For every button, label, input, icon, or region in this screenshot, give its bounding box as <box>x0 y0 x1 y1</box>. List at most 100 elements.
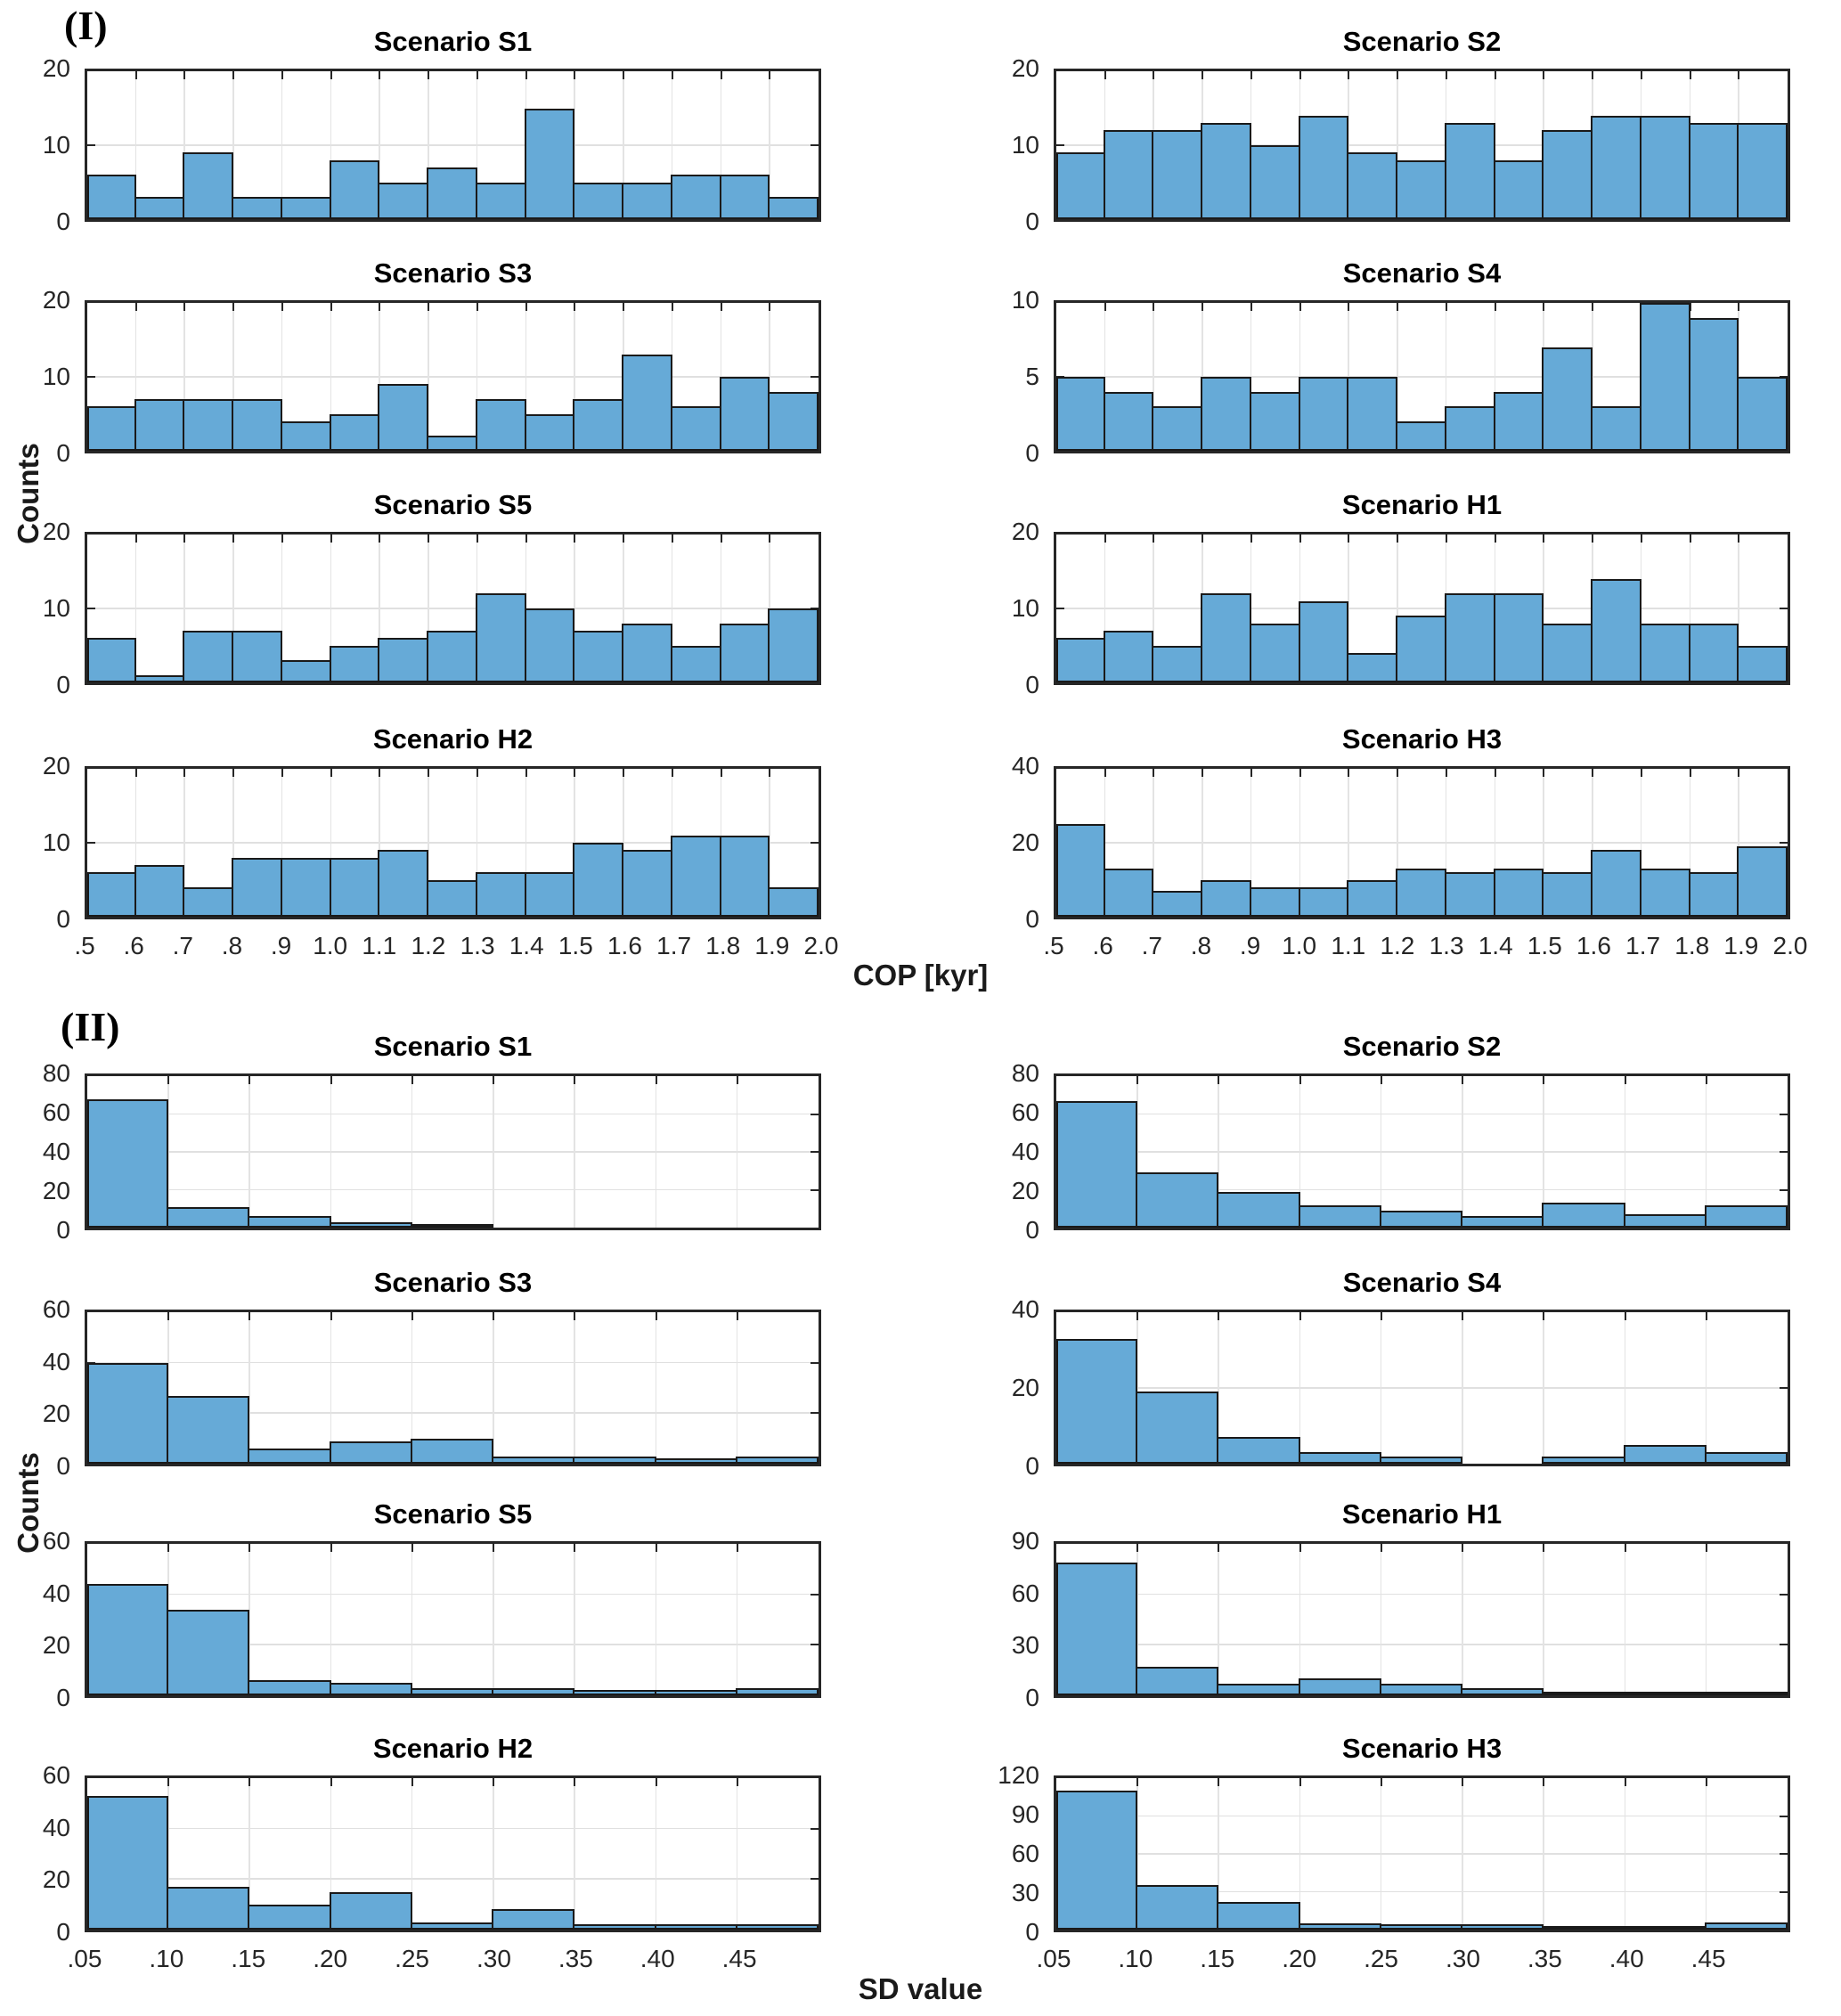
subplot-title: Scenario H3 <box>1341 723 1503 755</box>
gridline <box>1494 303 1496 451</box>
gridline <box>1705 1312 1707 1464</box>
histogram-bar <box>1103 130 1154 219</box>
tick-mark <box>1218 1778 1220 1786</box>
histogram-bar <box>573 1690 656 1695</box>
histogram-bar <box>1688 872 1739 917</box>
histogram-bar <box>768 608 819 682</box>
gridline <box>1056 1815 1788 1816</box>
tick-mark <box>574 303 576 311</box>
histogram-bar <box>427 436 477 451</box>
histogram-bar <box>1493 869 1544 917</box>
x-tick-label: .40 <box>1609 1945 1644 1972</box>
tick-mark <box>769 303 771 311</box>
tick-mark <box>379 303 381 311</box>
y-tick-label: 20 <box>1011 828 1039 856</box>
gridline <box>655 1312 657 1464</box>
tick-mark <box>736 1312 738 1320</box>
histogram-bar <box>1217 1901 1300 1930</box>
x-tick-label: .15 <box>1200 1945 1235 1972</box>
tick-mark <box>720 535 722 543</box>
gridline <box>1056 1853 1788 1855</box>
tick-mark <box>1348 71 1350 79</box>
gridline <box>248 1778 250 1930</box>
tick-mark <box>330 1076 332 1084</box>
y-tick-label: 30 <box>1011 1631 1039 1660</box>
y-tick-label: 0 <box>56 1684 70 1711</box>
tick-mark <box>811 1188 819 1191</box>
gridline <box>1640 769 1642 917</box>
tick-mark <box>281 769 283 777</box>
histogram-bar <box>622 355 672 451</box>
tick-mark <box>87 376 95 378</box>
histogram-bar <box>1493 391 1544 451</box>
x-tick-label: .7 <box>172 932 193 959</box>
histogram-bar <box>1704 1204 1788 1228</box>
gridline <box>1056 608 1788 609</box>
histogram-bar <box>719 835 770 917</box>
histogram-bar <box>134 864 185 917</box>
tick-mark <box>411 1312 413 1320</box>
histogram-bar <box>1396 159 1446 219</box>
gridline <box>330 1076 332 1228</box>
x-tick-label: .05 <box>1036 1945 1071 1972</box>
y-tick-label: 0 <box>1025 1452 1039 1480</box>
histogram-bar <box>1249 623 1300 682</box>
tick-mark <box>623 769 625 777</box>
histogram-bar <box>232 630 282 682</box>
histogram-bar <box>87 175 136 219</box>
gridline <box>87 1827 819 1830</box>
x-tick-label: .10 <box>149 1945 184 1972</box>
panel-I-label: (I) <box>64 3 108 48</box>
histogram-bar <box>280 197 331 219</box>
gridline <box>1056 144 1788 146</box>
gridline <box>428 303 429 451</box>
x-tick-label: 1.9 <box>1723 932 1759 959</box>
x-tick-label: 1.6 <box>1576 932 1611 959</box>
tick-mark <box>525 303 527 311</box>
gridline <box>330 303 332 451</box>
y-tick-label: 10 <box>1011 594 1039 622</box>
y-tick-label: 60 <box>42 1761 70 1789</box>
tick-mark <box>811 376 819 378</box>
gridline <box>87 1644 819 1645</box>
gridline <box>720 535 722 682</box>
histogram-bar <box>1542 347 1593 451</box>
tick-mark <box>1250 303 1252 311</box>
tick-mark <box>1202 535 1204 543</box>
y-tick-label: 30 <box>1011 1879 1039 1906</box>
x-tick-label: .9 <box>1239 932 1261 959</box>
histogram-bar <box>1737 377 1788 451</box>
histogram-bar <box>248 1680 331 1695</box>
x-tick-label: 2.0 <box>803 932 839 959</box>
tick-mark <box>1397 71 1399 79</box>
gridline <box>493 1778 494 1930</box>
y-tick-label: 0 <box>56 208 70 235</box>
tick-mark <box>134 303 137 311</box>
histogram-bar <box>410 1922 494 1930</box>
gridline <box>1380 1076 1382 1228</box>
histogram-bar <box>427 630 477 682</box>
histogram-bar <box>1704 1922 1788 1930</box>
y-tick-label: 0 <box>56 439 70 467</box>
x-tick-label: .5 <box>74 932 95 959</box>
histogram-bar <box>492 1909 575 1930</box>
histogram-bar <box>492 1687 575 1695</box>
gridline <box>769 71 770 219</box>
gridline <box>1299 1076 1301 1228</box>
x-tick-label: .7 <box>1141 932 1162 959</box>
histogram-bar <box>573 398 624 451</box>
tick-mark <box>87 1361 95 1364</box>
tick-mark <box>1380 1312 1382 1320</box>
histogram-bar <box>87 1362 169 1464</box>
tick-mark <box>87 608 95 609</box>
tick-mark <box>1056 608 1064 609</box>
histogram-bar <box>1461 1924 1544 1930</box>
tick-mark <box>1250 71 1252 79</box>
tick-mark <box>1397 535 1399 543</box>
tick-mark <box>574 1778 576 1786</box>
tick-mark <box>1543 769 1545 777</box>
gridline <box>736 1544 738 1695</box>
y-tick-label: 5 <box>1025 363 1039 390</box>
gridline <box>87 608 819 609</box>
tick-mark <box>1640 769 1642 777</box>
